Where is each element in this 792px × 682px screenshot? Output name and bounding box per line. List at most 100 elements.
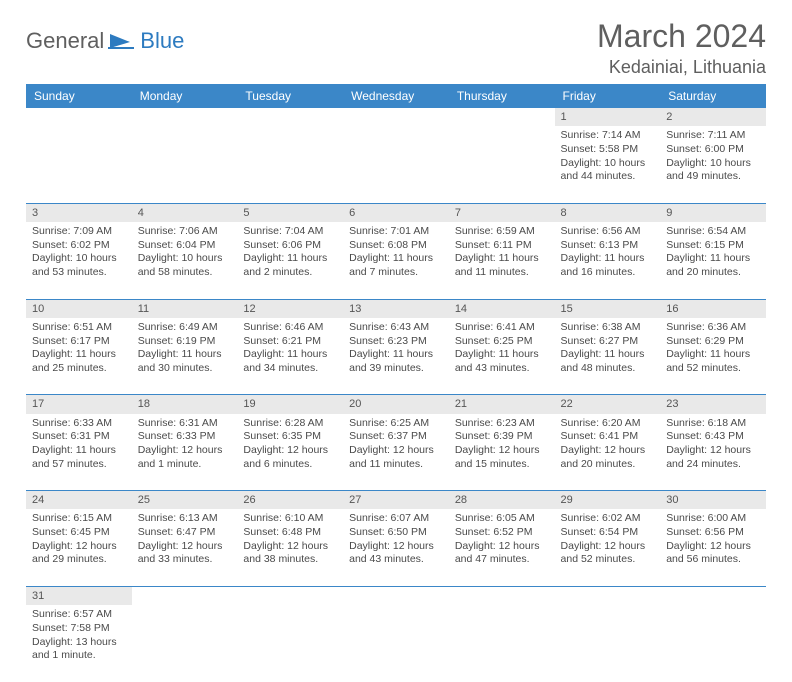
- sunrise-text: Sunrise: 6:05 AM: [455, 512, 549, 526]
- day-header: Monday: [132, 84, 238, 108]
- sunset-text: Sunset: 6:33 PM: [138, 430, 232, 444]
- day-cell: Sunrise: 6:54 AMSunset: 6:15 PMDaylight:…: [660, 222, 766, 299]
- sunset-text: Sunset: 6:06 PM: [243, 239, 337, 253]
- week-row: Sunrise: 6:51 AMSunset: 6:17 PMDaylight:…: [26, 318, 766, 395]
- daylight-text: Daylight: 10 hours: [32, 252, 126, 266]
- brand-logo: General Blue: [26, 28, 184, 54]
- daylight-text: Daylight: 12 hours: [349, 540, 443, 554]
- day-header: Saturday: [660, 84, 766, 108]
- day-cell: Sunrise: 6:28 AMSunset: 6:35 PMDaylight:…: [237, 414, 343, 491]
- sunset-text: Sunset: 6:37 PM: [349, 430, 443, 444]
- daynum-cell: 14: [449, 299, 555, 318]
- sunset-text: Sunset: 6:11 PM: [455, 239, 549, 253]
- daynum-row: 10111213141516: [26, 299, 766, 318]
- sunset-text: Sunset: 6:29 PM: [666, 335, 760, 349]
- sunrise-text: Sunrise: 6:46 AM: [243, 321, 337, 335]
- daynum-cell: 19: [237, 395, 343, 414]
- day-cell: Sunrise: 6:38 AMSunset: 6:27 PMDaylight:…: [555, 318, 661, 395]
- sunset-text: Sunset: 6:31 PM: [32, 430, 126, 444]
- day-cell: [343, 605, 449, 682]
- day-cell: Sunrise: 6:46 AMSunset: 6:21 PMDaylight:…: [237, 318, 343, 395]
- daylight-text: Daylight: 10 hours: [561, 157, 655, 171]
- sunset-text: Sunset: 6:27 PM: [561, 335, 655, 349]
- daylight-text: and 20 minutes.: [666, 266, 760, 280]
- daylight-text: and 56 minutes.: [666, 553, 760, 567]
- daylight-text: and 49 minutes.: [666, 170, 760, 184]
- daynum-cell: 28: [449, 491, 555, 510]
- calendar-table: SundayMondayTuesdayWednesdayThursdayFrid…: [26, 84, 766, 682]
- daylight-text: and 38 minutes.: [243, 553, 337, 567]
- day-cell: [237, 126, 343, 203]
- daynum-cell: 23: [660, 395, 766, 414]
- daylight-text: Daylight: 12 hours: [349, 444, 443, 458]
- daylight-text: and 43 minutes.: [349, 553, 443, 567]
- sunset-text: Sunset: 6:48 PM: [243, 526, 337, 540]
- week-row: Sunrise: 6:15 AMSunset: 6:45 PMDaylight:…: [26, 509, 766, 586]
- day-cell: [26, 126, 132, 203]
- day-cell: [132, 126, 238, 203]
- sunrise-text: Sunrise: 6:54 AM: [666, 225, 760, 239]
- daynum-cell: 7: [449, 203, 555, 222]
- sunset-text: Sunset: 6:43 PM: [666, 430, 760, 444]
- day-cell: [449, 126, 555, 203]
- daylight-text: Daylight: 11 hours: [32, 348, 126, 362]
- day-cell: Sunrise: 6:25 AMSunset: 6:37 PMDaylight:…: [343, 414, 449, 491]
- sunset-text: Sunset: 6:19 PM: [138, 335, 232, 349]
- day-cell: Sunrise: 6:49 AMSunset: 6:19 PMDaylight:…: [132, 318, 238, 395]
- sunset-text: Sunset: 6:17 PM: [32, 335, 126, 349]
- daynum-row: 17181920212223: [26, 395, 766, 414]
- daylight-text: and 33 minutes.: [138, 553, 232, 567]
- sunrise-text: Sunrise: 6:51 AM: [32, 321, 126, 335]
- sunset-text: Sunset: 6:39 PM: [455, 430, 549, 444]
- day-cell: Sunrise: 6:57 AMSunset: 7:58 PMDaylight:…: [26, 605, 132, 682]
- daylight-text: and 1 minute.: [138, 458, 232, 472]
- daylight-text: and 57 minutes.: [32, 458, 126, 472]
- day-header: Tuesday: [237, 84, 343, 108]
- daylight-text: Daylight: 11 hours: [32, 444, 126, 458]
- daylight-text: Daylight: 11 hours: [138, 348, 232, 362]
- header: General Blue March 2024 Kedainiai, Lithu…: [26, 18, 766, 78]
- daylight-text: Daylight: 11 hours: [455, 252, 549, 266]
- daynum-cell: [132, 586, 238, 605]
- daynum-cell: 15: [555, 299, 661, 318]
- daynum-row: 12: [26, 108, 766, 126]
- daylight-text: Daylight: 11 hours: [243, 348, 337, 362]
- day-cell: Sunrise: 6:00 AMSunset: 6:56 PMDaylight:…: [660, 509, 766, 586]
- sunrise-text: Sunrise: 6:07 AM: [349, 512, 443, 526]
- daynum-cell: [449, 586, 555, 605]
- daynum-cell: 20: [343, 395, 449, 414]
- daylight-text: and 47 minutes.: [455, 553, 549, 567]
- day-cell: Sunrise: 6:10 AMSunset: 6:48 PMDaylight:…: [237, 509, 343, 586]
- daynum-cell: 10: [26, 299, 132, 318]
- sunrise-text: Sunrise: 7:14 AM: [561, 129, 655, 143]
- sunrise-text: Sunrise: 6:59 AM: [455, 225, 549, 239]
- sunrise-text: Sunrise: 7:06 AM: [138, 225, 232, 239]
- day-cell: [237, 605, 343, 682]
- daylight-text: and 58 minutes.: [138, 266, 232, 280]
- sunset-text: Sunset: 6:02 PM: [32, 239, 126, 253]
- sunrise-text: Sunrise: 7:04 AM: [243, 225, 337, 239]
- sunset-text: Sunset: 6:13 PM: [561, 239, 655, 253]
- sunset-text: Sunset: 6:15 PM: [666, 239, 760, 253]
- daylight-text: Daylight: 11 hours: [243, 252, 337, 266]
- brand-part2: Blue: [110, 28, 184, 54]
- daylight-text: Daylight: 11 hours: [666, 348, 760, 362]
- sunset-text: Sunset: 7:58 PM: [32, 622, 126, 636]
- daylight-text: Daylight: 12 hours: [455, 540, 549, 554]
- sunrise-text: Sunrise: 6:20 AM: [561, 417, 655, 431]
- daylight-text: Daylight: 12 hours: [666, 540, 760, 554]
- day-header: Sunday: [26, 84, 132, 108]
- daylight-text: Daylight: 11 hours: [561, 252, 655, 266]
- daylight-text: and 48 minutes.: [561, 362, 655, 376]
- daylight-text: and 52 minutes.: [561, 553, 655, 567]
- daylight-text: Daylight: 12 hours: [561, 444, 655, 458]
- day-cell: [132, 605, 238, 682]
- sunrise-text: Sunrise: 6:56 AM: [561, 225, 655, 239]
- daylight-text: Daylight: 12 hours: [243, 540, 337, 554]
- sunset-text: Sunset: 6:08 PM: [349, 239, 443, 253]
- daylight-text: and 11 minutes.: [349, 458, 443, 472]
- sunrise-text: Sunrise: 6:00 AM: [666, 512, 760, 526]
- daynum-cell: [555, 586, 661, 605]
- week-row: Sunrise: 7:09 AMSunset: 6:02 PMDaylight:…: [26, 222, 766, 299]
- day-cell: Sunrise: 6:18 AMSunset: 6:43 PMDaylight:…: [660, 414, 766, 491]
